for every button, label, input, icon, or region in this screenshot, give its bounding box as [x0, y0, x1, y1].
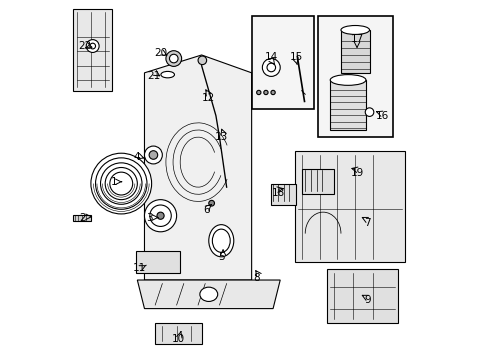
Text: 18: 18: [271, 188, 285, 198]
Text: 9: 9: [364, 295, 370, 305]
Circle shape: [365, 108, 373, 116]
Polygon shape: [294, 152, 405, 262]
Circle shape: [144, 200, 176, 232]
Polygon shape: [144, 55, 251, 280]
Circle shape: [208, 201, 214, 206]
Circle shape: [91, 153, 151, 214]
Polygon shape: [73, 9, 112, 91]
Circle shape: [165, 51, 181, 66]
Circle shape: [266, 63, 275, 72]
Polygon shape: [137, 280, 280, 309]
Circle shape: [263, 90, 267, 95]
Circle shape: [86, 40, 99, 53]
Text: 4: 4: [133, 152, 140, 162]
Circle shape: [90, 43, 95, 49]
Text: 7: 7: [364, 218, 370, 228]
Text: 10: 10: [171, 334, 184, 344]
Polygon shape: [155, 323, 201, 344]
FancyBboxPatch shape: [301, 169, 333, 194]
Circle shape: [198, 56, 206, 64]
Text: 11: 11: [132, 262, 145, 273]
Circle shape: [149, 151, 157, 159]
Text: 22: 22: [78, 41, 91, 51]
Ellipse shape: [208, 225, 233, 257]
Bar: [317, 16, 392, 137]
Text: 21: 21: [146, 71, 160, 81]
Circle shape: [157, 212, 164, 219]
Text: 16: 16: [375, 111, 388, 121]
Circle shape: [110, 172, 132, 195]
Circle shape: [101, 163, 142, 204]
Ellipse shape: [212, 229, 230, 252]
Circle shape: [95, 158, 147, 209]
Text: 8: 8: [253, 273, 260, 283]
Text: 5: 5: [218, 252, 224, 262]
Ellipse shape: [340, 26, 369, 35]
FancyBboxPatch shape: [271, 184, 296, 205]
Ellipse shape: [161, 71, 174, 78]
FancyBboxPatch shape: [340, 30, 369, 73]
Circle shape: [262, 59, 280, 76]
Ellipse shape: [200, 287, 217, 301]
Polygon shape: [135, 251, 180, 273]
Bar: [251, 16, 313, 109]
Text: 14: 14: [264, 52, 277, 62]
Circle shape: [169, 54, 178, 63]
Text: 15: 15: [289, 52, 302, 62]
Circle shape: [105, 167, 137, 200]
FancyBboxPatch shape: [329, 80, 365, 130]
Circle shape: [270, 90, 275, 95]
Text: 13: 13: [214, 132, 227, 142]
Text: 17: 17: [350, 34, 363, 44]
FancyBboxPatch shape: [73, 215, 91, 221]
Circle shape: [149, 205, 171, 226]
Text: 2: 2: [80, 212, 86, 222]
Circle shape: [144, 146, 162, 164]
Text: 12: 12: [201, 93, 214, 103]
Polygon shape: [326, 269, 397, 323]
Text: 20: 20: [154, 48, 167, 58]
Text: 6: 6: [203, 205, 210, 215]
Text: 3: 3: [146, 212, 153, 222]
Text: 19: 19: [350, 168, 363, 178]
Text: 1: 1: [111, 177, 117, 187]
Ellipse shape: [329, 75, 365, 85]
Circle shape: [256, 90, 261, 95]
